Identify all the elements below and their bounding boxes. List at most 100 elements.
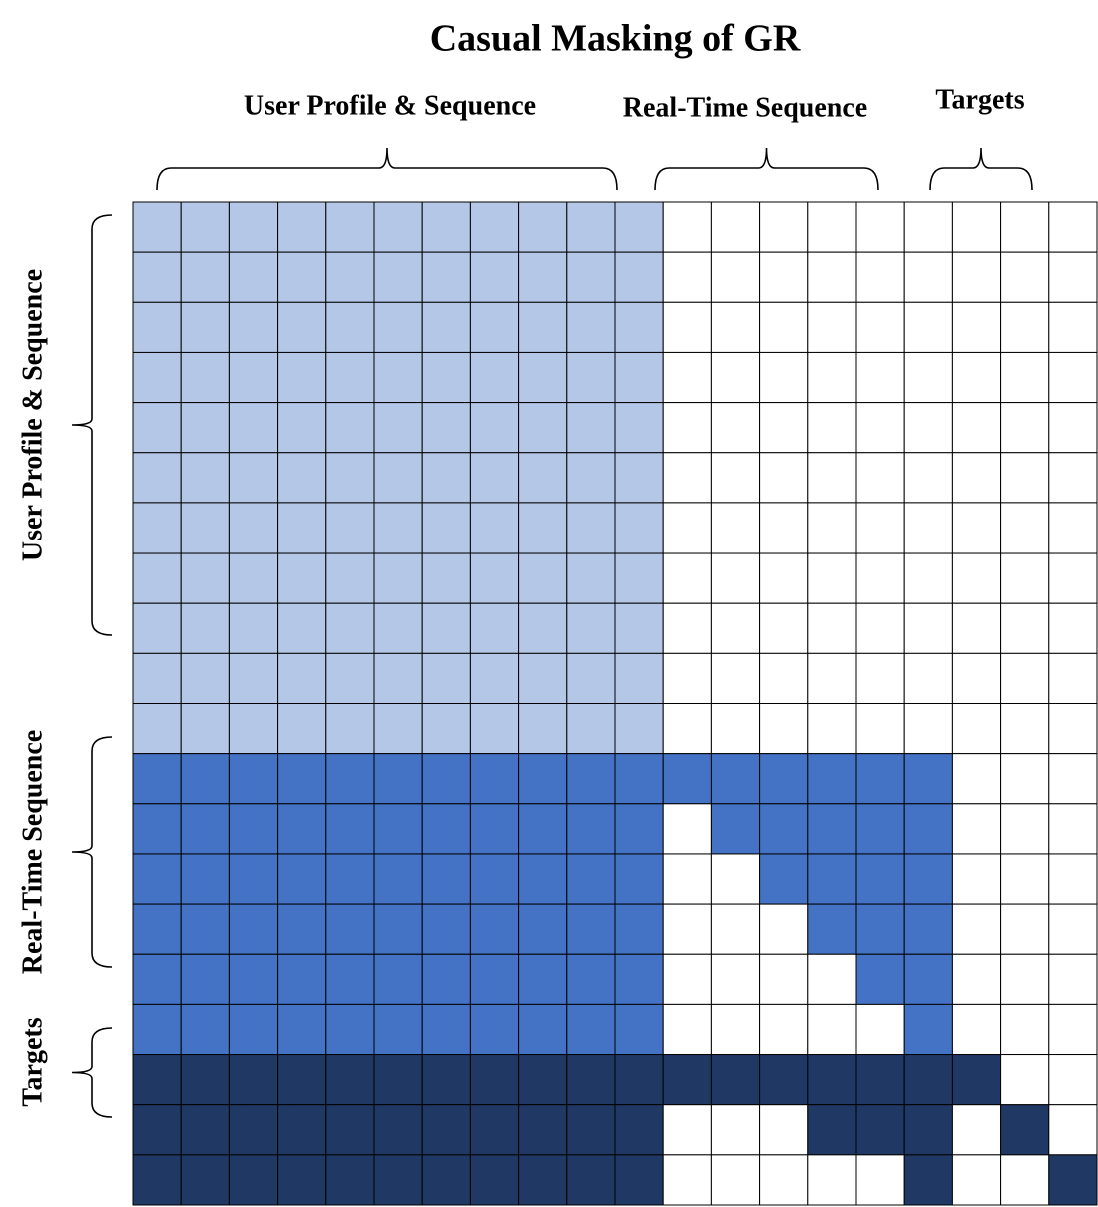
mask-cell <box>325 703 375 755</box>
mask-cell <box>277 652 327 704</box>
mask-cell <box>373 652 423 704</box>
mask-cell <box>373 452 423 504</box>
mask-cell <box>518 452 568 504</box>
mask-cell <box>277 1003 327 1056</box>
mask-cell <box>180 1154 230 1206</box>
mask-cell <box>132 201 182 253</box>
mask-cell <box>759 753 809 805</box>
mask-cell <box>614 1054 664 1106</box>
mask-cell <box>855 1154 905 1206</box>
mask-cell <box>710 1154 761 1206</box>
mask-cell <box>662 201 712 253</box>
mask-cell <box>373 351 423 404</box>
mask-cell <box>421 351 471 404</box>
mask-cell <box>807 903 857 955</box>
mask-cell <box>228 602 279 654</box>
mask-cell <box>951 903 1002 955</box>
mask-cell <box>325 1104 375 1156</box>
mask-cell <box>421 1154 471 1206</box>
mask-cell <box>1048 853 1098 905</box>
mask-cell <box>759 903 809 955</box>
mask-cell <box>325 502 375 554</box>
mask-cell <box>325 953 375 1005</box>
mask-cell <box>807 201 857 253</box>
mask-cell <box>951 502 1002 554</box>
mask-cell <box>325 803 375 855</box>
mask-cell <box>180 452 230 504</box>
mask-cell <box>132 703 182 755</box>
mask-cell <box>277 602 327 654</box>
mask-cell <box>277 452 327 504</box>
mask-cell <box>469 903 520 955</box>
mask-cell <box>759 301 809 353</box>
mask-grid <box>132 201 1098 1206</box>
mask-cell <box>469 351 520 404</box>
mask-cell <box>903 452 953 504</box>
mask-cell <box>855 552 905 604</box>
mask-cell <box>566 853 616 905</box>
mask-cell <box>807 1054 857 1106</box>
mask-cell <box>759 552 809 604</box>
mask-cell <box>180 652 230 704</box>
mask-cell <box>710 753 761 805</box>
mask-cell <box>951 1154 1002 1206</box>
mask-cell <box>1048 301 1098 353</box>
mask-cell <box>373 903 423 955</box>
mask-cell <box>325 452 375 504</box>
mask-cell <box>566 452 616 504</box>
mask-cell <box>469 1154 520 1206</box>
mask-cell <box>614 953 664 1005</box>
mask-cell <box>855 351 905 404</box>
mask-cell <box>1000 803 1050 855</box>
mask-cell <box>132 602 182 654</box>
mask-cell <box>903 1003 953 1056</box>
mask-cell <box>277 803 327 855</box>
mask-cell <box>277 853 327 905</box>
mask-cell <box>469 652 520 704</box>
mask-cell <box>518 753 568 805</box>
mask-cell <box>518 552 568 604</box>
mask-cell <box>228 652 279 704</box>
mask-cell <box>951 652 1002 704</box>
mask-cell <box>180 301 230 353</box>
mask-cell <box>373 502 423 554</box>
mask-cell <box>1000 1003 1050 1056</box>
mask-cell <box>566 903 616 955</box>
mask-cell <box>132 1104 182 1156</box>
mask-cell <box>180 1003 230 1056</box>
mask-cell <box>421 1003 471 1056</box>
mask-cell <box>710 251 761 303</box>
mask-cell <box>1048 703 1098 755</box>
mask-cell <box>903 753 953 805</box>
mask-cell <box>1000 903 1050 955</box>
mask-cell <box>469 1054 520 1106</box>
mask-cell <box>1000 602 1050 654</box>
mask-cell <box>614 201 664 253</box>
mask-cell <box>951 251 1002 303</box>
mask-cell <box>710 703 761 755</box>
mask-cell <box>855 301 905 353</box>
mask-cell <box>518 402 568 454</box>
row-group-label: User Profile & Sequence <box>17 269 48 561</box>
mask-cell <box>903 903 953 955</box>
mask-cell <box>373 1104 423 1156</box>
mask-cell <box>373 602 423 654</box>
mask-cell <box>662 1003 712 1056</box>
mask-cell <box>807 1104 857 1156</box>
mask-cell <box>1048 552 1098 604</box>
mask-cell <box>518 803 568 855</box>
mask-cell <box>132 452 182 504</box>
mask-cell <box>132 753 182 805</box>
mask-cell <box>566 351 616 404</box>
mask-cell <box>807 1154 857 1206</box>
mask-cell <box>614 903 664 955</box>
braces <box>71 147 1033 1118</box>
mask-cell <box>277 1054 327 1106</box>
mask-cell <box>759 602 809 654</box>
mask-cell <box>518 652 568 704</box>
mask-cell <box>807 803 857 855</box>
mask-cell <box>180 201 230 253</box>
mask-cell <box>1048 803 1098 855</box>
mask-cell <box>807 251 857 303</box>
mask-cell <box>1000 1054 1050 1106</box>
